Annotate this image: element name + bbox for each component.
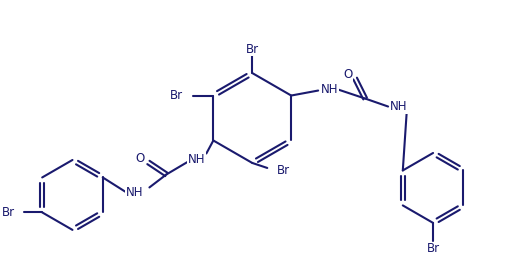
Text: Br: Br — [277, 164, 290, 178]
Text: NH: NH — [390, 100, 408, 113]
Text: Br: Br — [246, 43, 259, 55]
Text: O: O — [343, 68, 353, 81]
Text: NH: NH — [320, 83, 338, 96]
Text: O: O — [136, 152, 145, 165]
Text: Br: Br — [427, 242, 440, 255]
Text: Br: Br — [170, 89, 183, 102]
Text: Br: Br — [2, 206, 15, 219]
Text: NH: NH — [188, 153, 205, 166]
Text: NH: NH — [126, 186, 143, 199]
